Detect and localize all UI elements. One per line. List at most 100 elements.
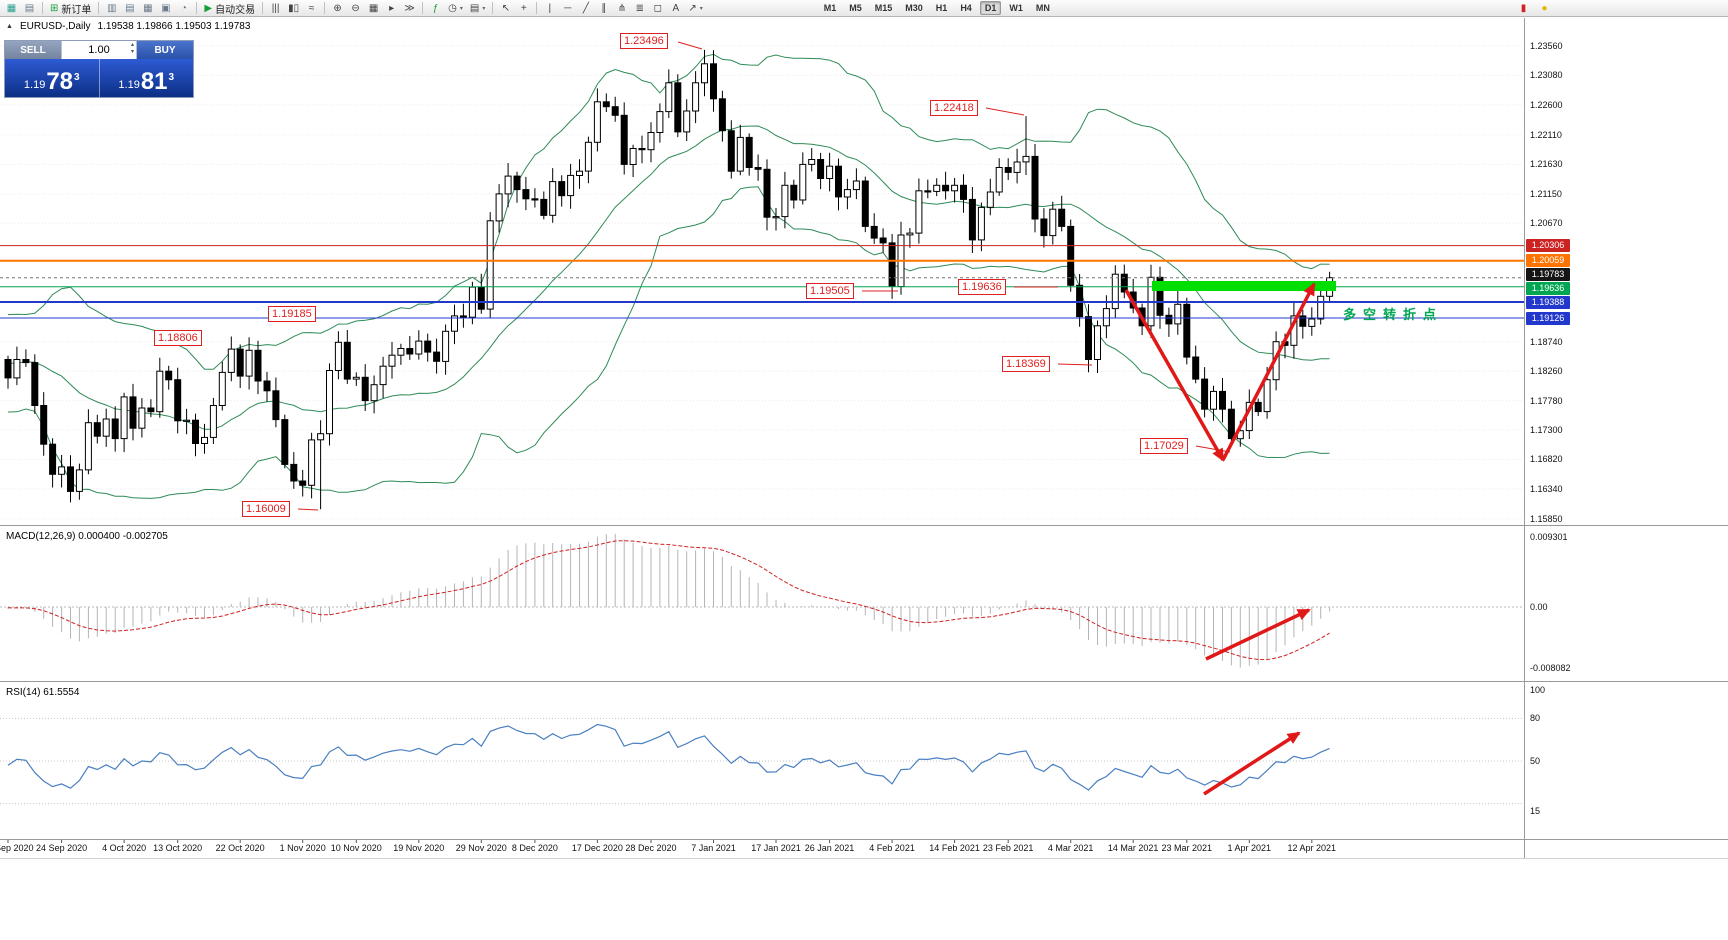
- macd-rsi-separator[interactable]: [0, 681, 1728, 682]
- tile-windows-icon[interactable]: ▦: [365, 1, 382, 16]
- strategy-tester-icon[interactable]: ◔: [175, 1, 192, 16]
- ask-price-prefix: 1.19: [118, 79, 140, 91]
- bid-price-pip: 3: [74, 72, 80, 83]
- data-window-icon[interactable]: ▤: [121, 1, 138, 16]
- lot-size-input[interactable]: 1.00 ▴ ▾: [61, 41, 137, 59]
- chart-window-icon-glyph: ▦: [6, 2, 17, 14]
- chart-shift-icon[interactable]: ≫: [401, 1, 418, 16]
- bar-chart-icon[interactable]: |||: [267, 1, 284, 16]
- timeframe-d1[interactable]: D1: [979, 1, 1002, 15]
- price-tag-callout: [1057, 363, 1093, 366]
- autotrade-button-glyph: ▶: [204, 2, 213, 14]
- alerts-icon[interactable]: ▮: [1520, 2, 1527, 14]
- toolbar-separator: [324, 2, 326, 14]
- main-toolbar: ▦ ▤ ⊞ 新订单 ▥ ▤ ▦ ▣ ◔ ▶ 自动交易 ||| ▮▯ ≈ ⊕ ⊖ ▦ ▸ ≫ ƒ ◷ ▾ ▤ ▾ ↖ + | ─ ╱ ∥ ⋔ ≣…: [0, 0, 1728, 17]
- crosshair-icon-glyph: +: [520, 2, 527, 14]
- tile-windows-icon-glyph: ▦: [368, 2, 379, 14]
- autotrade-button[interactable]: ▶ 自动交易: [201, 1, 258, 16]
- terminal-icon-glyph: ▣: [161, 2, 171, 14]
- rsi-label: RSI(14) 61.5554: [6, 687, 80, 698]
- zoom-out-icon[interactable]: ⊖: [347, 1, 364, 16]
- line-chart-icon-glyph: ≈: [308, 2, 315, 14]
- trend-arrow[interactable]: [1124, 289, 1225, 462]
- candles-layer: [4, 49, 1334, 510]
- profiles-icon[interactable]: ▤: [21, 1, 38, 16]
- window-bottom-edge: [0, 858, 1728, 859]
- auto-scroll-icon-glyph: ▸: [389, 2, 395, 14]
- zoom-out-icon-glyph: ⊖: [351, 2, 360, 14]
- new-order-button[interactable]: ⊞ 新订单: [47, 1, 94, 16]
- market-watch-icon[interactable]: ▥: [103, 1, 120, 16]
- timeframe-w1[interactable]: W1: [1009, 3, 1023, 13]
- bollinger-bands: [7, 53, 1330, 499]
- trend-arrow[interactable]: [1205, 608, 1311, 661]
- horizontal-line-icon-glyph: ─: [564, 2, 572, 14]
- shapes-icon[interactable]: ◻: [649, 1, 666, 16]
- toolbar-separator: [422, 2, 424, 14]
- lot-spin-up-icon[interactable]: ▴: [130, 42, 134, 48]
- timeframe-h1[interactable]: H1: [935, 3, 948, 13]
- timeframe-m15[interactable]: M15: [874, 3, 893, 13]
- news-icon[interactable]: ●: [1541, 2, 1548, 14]
- arrows-tool-icon[interactable]: ↗ ▾: [685, 1, 705, 16]
- turning-point-annotation[interactable]: 多空转折点: [1343, 307, 1444, 322]
- vertical-line-icon-glyph: |: [548, 2, 552, 14]
- sell-button[interactable]: SELL: [5, 41, 61, 59]
- time-axis-separator: [0, 839, 1728, 840]
- buy-button[interactable]: BUY: [137, 41, 193, 59]
- rsi-line: [7, 723, 1330, 791]
- bid-price-big: 78: [46, 68, 74, 95]
- main-macd-separator[interactable]: [0, 525, 1728, 526]
- line-chart-icon[interactable]: ≈: [303, 1, 320, 16]
- auto-scroll-icon[interactable]: ▸: [383, 1, 400, 16]
- chart-window-icon[interactable]: ▦: [3, 1, 20, 16]
- vertical-line-icon[interactable]: |: [541, 1, 558, 16]
- text-tool-icon[interactable]: A: [667, 1, 684, 16]
- periods-icon[interactable]: ◷ ▾: [445, 1, 466, 16]
- toolbar-separator: [536, 2, 538, 14]
- candlestick-chart-icon[interactable]: ▮▯: [285, 1, 302, 16]
- macd-label: MACD(12,26,9) 0.000400 -0.002705: [6, 531, 168, 542]
- channel-icon[interactable]: ∥: [595, 1, 612, 16]
- zoom-in-icon[interactable]: ⊕: [329, 1, 346, 16]
- lot-spin-down-icon[interactable]: ▾: [130, 49, 134, 55]
- fibonacci-icon[interactable]: ≣: [631, 1, 648, 16]
- periods-icon-glyph: ◷: [448, 2, 457, 14]
- trend-arrow[interactable]: [1221, 282, 1316, 461]
- timeframe-m30[interactable]: M30: [905, 3, 923, 13]
- price-scale-border[interactable]: [1524, 18, 1525, 858]
- pitchfork-icon[interactable]: ⋔: [613, 1, 630, 16]
- crosshair-icon[interactable]: +: [515, 1, 532, 16]
- macd-layer: [0, 533, 1524, 668]
- indicators-icon-glyph: ƒ: [432, 2, 439, 14]
- bar-chart-icon-glyph: |||: [271, 2, 280, 14]
- terminal-icon[interactable]: ▣: [157, 1, 174, 16]
- chart-shift-icon-glyph: ≫: [404, 2, 415, 14]
- trend-arrow[interactable]: [1203, 731, 1301, 796]
- templates-icon-caret: ▾: [482, 5, 486, 12]
- trendline-icon[interactable]: ╱: [577, 1, 594, 16]
- fibonacci-icon-glyph: ≣: [635, 2, 645, 14]
- bid-price-button[interactable]: 1.19 78 3: [5, 59, 100, 97]
- macd-histogram: [7, 533, 1331, 668]
- cursor-icon[interactable]: ↖: [497, 1, 514, 16]
- templates-icon[interactable]: ▤ ▾: [467, 1, 488, 16]
- navigator-icon[interactable]: ▦: [139, 1, 156, 16]
- chart-symbol-title: EURUSD-,Daily: [19, 21, 91, 32]
- timeframe-h4[interactable]: H4: [960, 3, 972, 13]
- templates-icon-glyph: ▤: [469, 2, 480, 14]
- indicators-icon[interactable]: ƒ: [427, 1, 444, 16]
- price-tag-callout: [985, 107, 1025, 116]
- horizontal-line-icon[interactable]: ─: [559, 1, 576, 16]
- timeframe-m5[interactable]: M5: [849, 3, 862, 13]
- ask-price-button[interactable]: 1.19 81 3: [99, 59, 193, 97]
- chart-header: ▲ EURUSD-,Daily 1.19538 1.19866 1.19503 …: [6, 21, 250, 32]
- timeframe-m1[interactable]: M1: [823, 3, 837, 13]
- timeframe-mn[interactable]: MN: [1035, 3, 1050, 13]
- navigator-icon-glyph: ▦: [143, 2, 153, 14]
- support-zone-rect[interactable]: [1152, 281, 1336, 291]
- market-watch-icon-glyph: ▥: [107, 2, 117, 14]
- chart-symbol-icon: ▲: [6, 23, 13, 30]
